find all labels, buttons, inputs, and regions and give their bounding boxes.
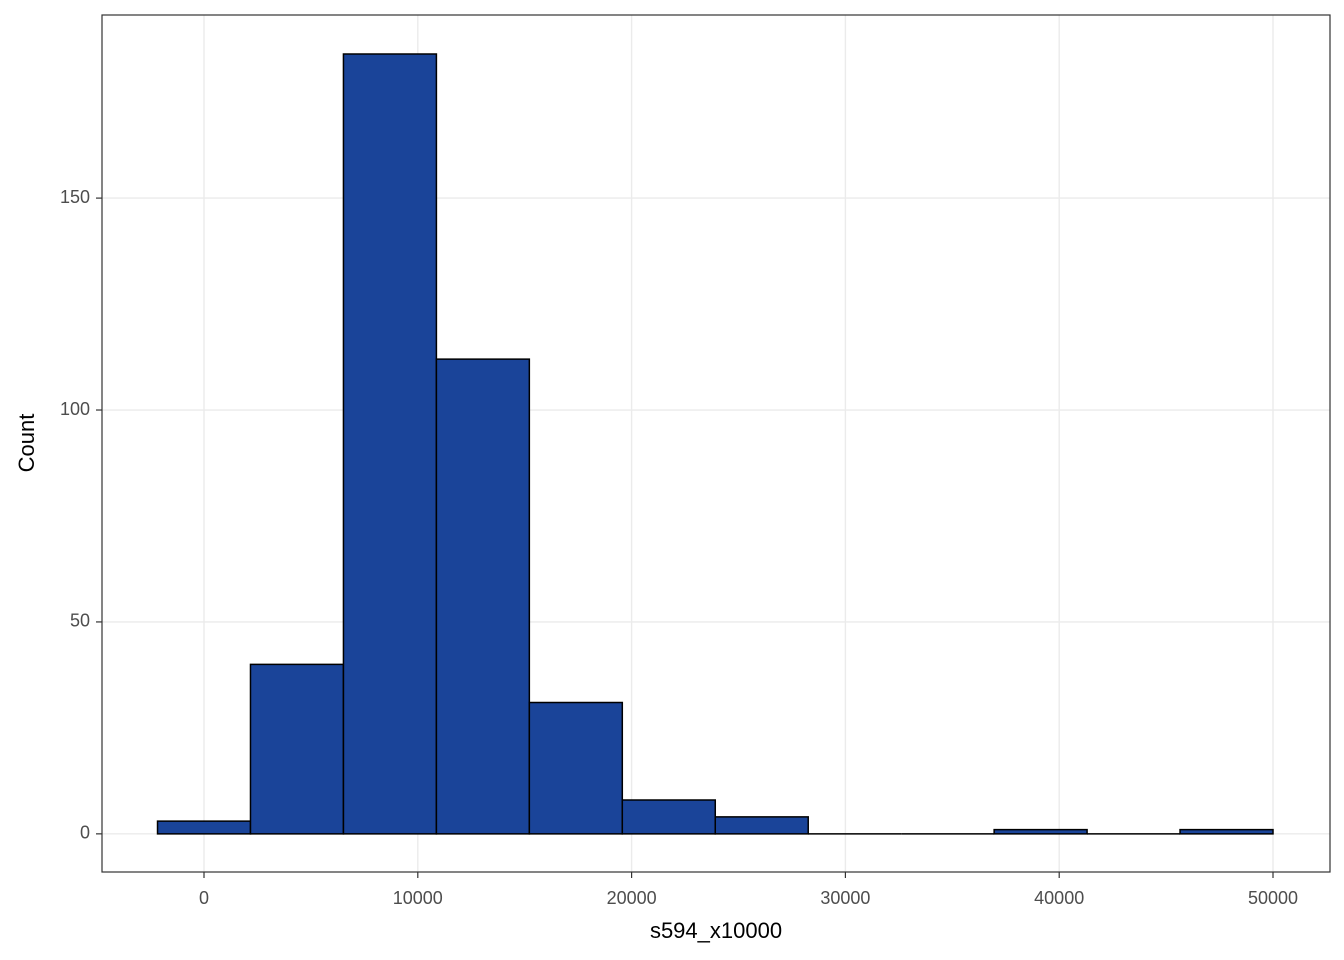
x-tick-label: 50000 [1248,888,1298,908]
x-axis-title: s594_x10000 [650,918,782,943]
bar [156,820,252,835]
bar [342,53,438,835]
y-tick-label: 50 [70,611,90,631]
y-tick-label: 150 [60,187,90,207]
axes: 0 10000 20000 30000 40000 50000 0 50 100 150 [60,187,1298,908]
y-axis-title: Count [14,414,39,473]
x-tick-label: 30000 [820,888,870,908]
bar [1179,828,1274,835]
y-tick-label: 0 [80,823,90,843]
y-tick-label: 100 [60,399,90,419]
bars [156,53,1274,835]
x-tick-label: 40000 [1034,888,1084,908]
bar [993,828,1088,835]
bar [435,358,531,835]
panel-border [101,14,1331,873]
bar [528,701,624,835]
bar [714,816,809,835]
x-tick-label: 10000 [393,888,443,908]
x-tick-label: 0 [199,888,209,908]
bar [249,663,345,835]
x-tick-label: 20000 [607,888,657,908]
bar [621,799,717,835]
